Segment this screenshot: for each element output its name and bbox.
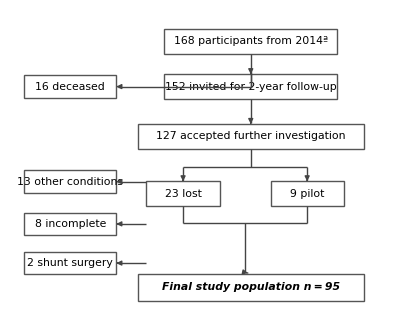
Text: 16 deceased: 16 deceased [36, 82, 105, 91]
FancyBboxPatch shape [146, 181, 220, 206]
Text: 2 shunt surgery: 2 shunt surgery [28, 258, 113, 268]
Text: 23 lost: 23 lost [165, 189, 202, 199]
FancyBboxPatch shape [138, 124, 364, 149]
FancyBboxPatch shape [24, 170, 116, 193]
FancyBboxPatch shape [164, 74, 337, 99]
Text: 8 incomplete: 8 incomplete [34, 219, 106, 229]
FancyBboxPatch shape [270, 181, 344, 206]
FancyBboxPatch shape [164, 29, 337, 54]
Text: Final study population n = 95: Final study population n = 95 [162, 282, 340, 292]
FancyBboxPatch shape [24, 252, 116, 274]
Text: 13 other conditions: 13 other conditions [17, 177, 123, 187]
Text: 168 participants from 2014ª: 168 participants from 2014ª [174, 36, 328, 46]
Text: 9 pilot: 9 pilot [290, 189, 324, 199]
FancyBboxPatch shape [138, 273, 364, 301]
FancyBboxPatch shape [24, 75, 116, 98]
Text: 127 accepted further investigation: 127 accepted further investigation [156, 131, 346, 141]
Text: 152 invited for 2-year follow-up: 152 invited for 2-year follow-up [165, 82, 337, 91]
FancyBboxPatch shape [24, 213, 116, 235]
